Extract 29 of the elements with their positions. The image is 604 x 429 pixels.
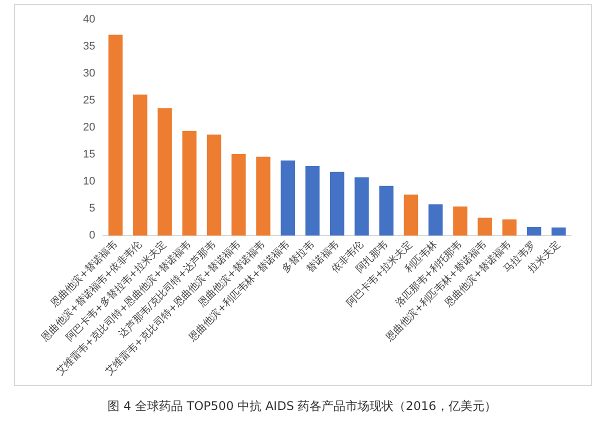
bar	[206, 134, 222, 236]
caption: 图 4 全球药品 TOP500 中抗 AIDS 药各产品市场现状（2016，亿美元）	[106, 398, 498, 415]
y-tick-label: 35	[82, 40, 96, 53]
bar	[330, 172, 344, 236]
bar	[379, 186, 394, 236]
bar	[478, 218, 492, 236]
y-tick-label: 30	[82, 68, 96, 80]
bar	[552, 228, 566, 236]
bar	[305, 166, 320, 236]
bar	[182, 130, 197, 236]
bar	[428, 204, 443, 236]
bar	[108, 34, 123, 236]
bar	[232, 154, 246, 236]
y-tick-label: 10	[82, 176, 96, 188]
bar	[354, 177, 369, 236]
y-tick-label: 15	[82, 148, 96, 161]
bar	[256, 156, 270, 236]
bar	[453, 206, 468, 236]
y-tick-label: 5	[89, 202, 96, 215]
y-tick-label: 0	[89, 230, 96, 242]
y-tick-label: 40	[82, 14, 96, 26]
bar	[502, 219, 517, 236]
y-tick-label: 25	[82, 94, 96, 107]
bar	[526, 226, 542, 236]
bar	[158, 108, 172, 236]
y-tick-label: 20	[82, 122, 96, 134]
bar	[280, 160, 295, 236]
bar	[133, 94, 148, 236]
bar	[404, 194, 418, 236]
